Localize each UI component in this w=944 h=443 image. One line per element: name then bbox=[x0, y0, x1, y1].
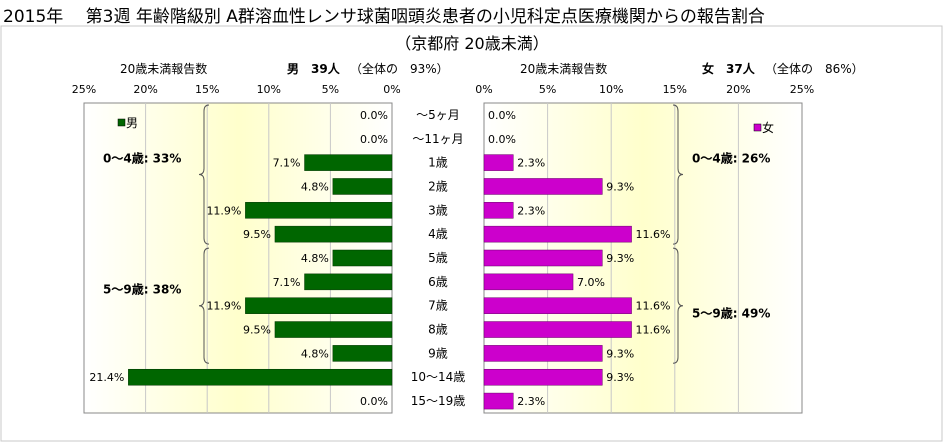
category-label: 6歳 bbox=[428, 275, 448, 289]
male-bar bbox=[332, 249, 393, 267]
male-value-label: 0.0% bbox=[360, 109, 388, 122]
female-bar bbox=[483, 202, 514, 219]
male-tick-label: 0% bbox=[383, 83, 400, 96]
male-value-label: 4.8% bbox=[301, 180, 329, 193]
male-bar bbox=[274, 321, 393, 338]
female-0-4-annotation: 0～4歳: 26% bbox=[692, 151, 770, 166]
male-bar bbox=[245, 297, 393, 314]
male-value-label: 9.5% bbox=[243, 324, 271, 337]
category-label: 1歳 bbox=[428, 156, 448, 170]
male-axis-label: 20歳未満報告数 bbox=[120, 62, 208, 76]
male-bar bbox=[245, 202, 393, 219]
female-tick-label: 20% bbox=[726, 83, 750, 96]
female-value-label: 11.6% bbox=[636, 228, 671, 241]
female-value-label: 11.6% bbox=[636, 300, 671, 313]
female-5-9-brace bbox=[672, 247, 684, 364]
male-value-label: 7.1% bbox=[273, 157, 301, 170]
female-axis-label: 20歳未満報告数 bbox=[520, 62, 608, 76]
female-bar bbox=[483, 178, 603, 195]
female-bar bbox=[483, 154, 514, 171]
chart-subtitle: （京都府 20歳未満） bbox=[395, 34, 549, 53]
category-label: 7歳 bbox=[428, 299, 448, 313]
male-value-label: 9.5% bbox=[243, 228, 271, 241]
category-label: 10～14歳 bbox=[411, 370, 466, 384]
male-value-label: 21.4% bbox=[89, 371, 124, 384]
male-bar bbox=[304, 273, 393, 291]
male-count: 男 39人 bbox=[287, 62, 340, 76]
male-0-4-annotation: 0～4歳: 33% bbox=[103, 151, 181, 166]
male-tick-label: 20% bbox=[133, 83, 157, 96]
male-tick-label: 25% bbox=[72, 83, 96, 96]
female-value-label: 2.3% bbox=[517, 395, 545, 408]
female-value-label: 9.3% bbox=[606, 180, 634, 193]
female-value-label: 0.0% bbox=[488, 109, 516, 122]
female-tick-label: 25% bbox=[790, 83, 814, 96]
category-label: 4歳 bbox=[428, 227, 448, 241]
male-bar bbox=[128, 368, 393, 386]
female-value-label: 7.0% bbox=[577, 276, 605, 289]
female-value-label: 9.3% bbox=[606, 371, 634, 384]
female-bar bbox=[483, 345, 603, 362]
female-value-label: 2.3% bbox=[517, 204, 545, 217]
male-legend-swatch bbox=[117, 118, 126, 127]
category-label: 9歳 bbox=[428, 346, 448, 360]
female-bar bbox=[483, 321, 632, 338]
female-tick-label: 5% bbox=[539, 83, 556, 96]
female-share: （全体の 86%） bbox=[765, 62, 864, 76]
female-tick-label: 10% bbox=[599, 83, 623, 96]
female-bar bbox=[483, 273, 574, 291]
category-label: ～11ヶ月 bbox=[412, 132, 463, 146]
category-label: 8歳 bbox=[428, 323, 448, 337]
male-value-label: 11.9% bbox=[206, 300, 241, 313]
male-value-label: 11.9% bbox=[206, 204, 241, 217]
category-label: 3歳 bbox=[428, 203, 448, 217]
male-tick-label: 10% bbox=[257, 83, 281, 96]
category-label: 15～19歳 bbox=[411, 394, 466, 408]
male-legend-label: 男 bbox=[126, 116, 138, 130]
male-tick-label: 15% bbox=[195, 83, 219, 96]
female-value-label: 2.3% bbox=[517, 157, 545, 170]
female-value-label: 0.0% bbox=[488, 133, 516, 146]
category-label: ～5ヶ月 bbox=[416, 108, 460, 122]
male-value-label: 0.0% bbox=[360, 133, 388, 146]
female-bar bbox=[483, 249, 603, 267]
male-share: （全体の 93%） bbox=[350, 62, 449, 76]
female-bar bbox=[483, 297, 632, 314]
female-value-label: 9.3% bbox=[606, 252, 634, 265]
female-tick-label: 15% bbox=[663, 83, 687, 96]
female-legend-swatch bbox=[753, 123, 762, 132]
female-value-label: 11.6% bbox=[636, 324, 671, 337]
male-bar bbox=[332, 345, 393, 362]
male-tick-label: 5% bbox=[322, 83, 339, 96]
female-bar bbox=[483, 368, 603, 386]
male-bar bbox=[274, 225, 393, 243]
category-label: 5歳 bbox=[428, 251, 448, 265]
male-bar bbox=[304, 154, 393, 171]
female-tick-label: 0% bbox=[475, 83, 492, 96]
chart-title: 2015年 第3週 年齢階級別 A群溶血性レンサ球菌咽頭炎患者の小児科定点医療機… bbox=[3, 7, 765, 27]
male-value-label: 4.8% bbox=[301, 252, 329, 265]
male-5-9-brace bbox=[198, 247, 210, 364]
female-value-label: 9.3% bbox=[606, 347, 634, 360]
male-value-label: 4.8% bbox=[301, 347, 329, 360]
female-5-9-annotation: 5～9歳: 49% bbox=[692, 306, 770, 321]
female-count: 女 37人 bbox=[702, 62, 755, 76]
male-value-label: 0.0% bbox=[360, 395, 388, 408]
female-bar bbox=[483, 392, 514, 410]
female-bar bbox=[483, 225, 632, 243]
chart-frame bbox=[0, 25, 943, 442]
male-5-9-annotation: 5～9歳: 38% bbox=[103, 282, 181, 297]
female-legend-label: 女 bbox=[762, 120, 774, 135]
male-0-4-brace bbox=[198, 104, 210, 245]
female-0-4-brace bbox=[672, 104, 684, 245]
male-value-label: 7.1% bbox=[273, 276, 301, 289]
male-bar bbox=[332, 178, 393, 195]
category-label: 2歳 bbox=[428, 179, 448, 193]
